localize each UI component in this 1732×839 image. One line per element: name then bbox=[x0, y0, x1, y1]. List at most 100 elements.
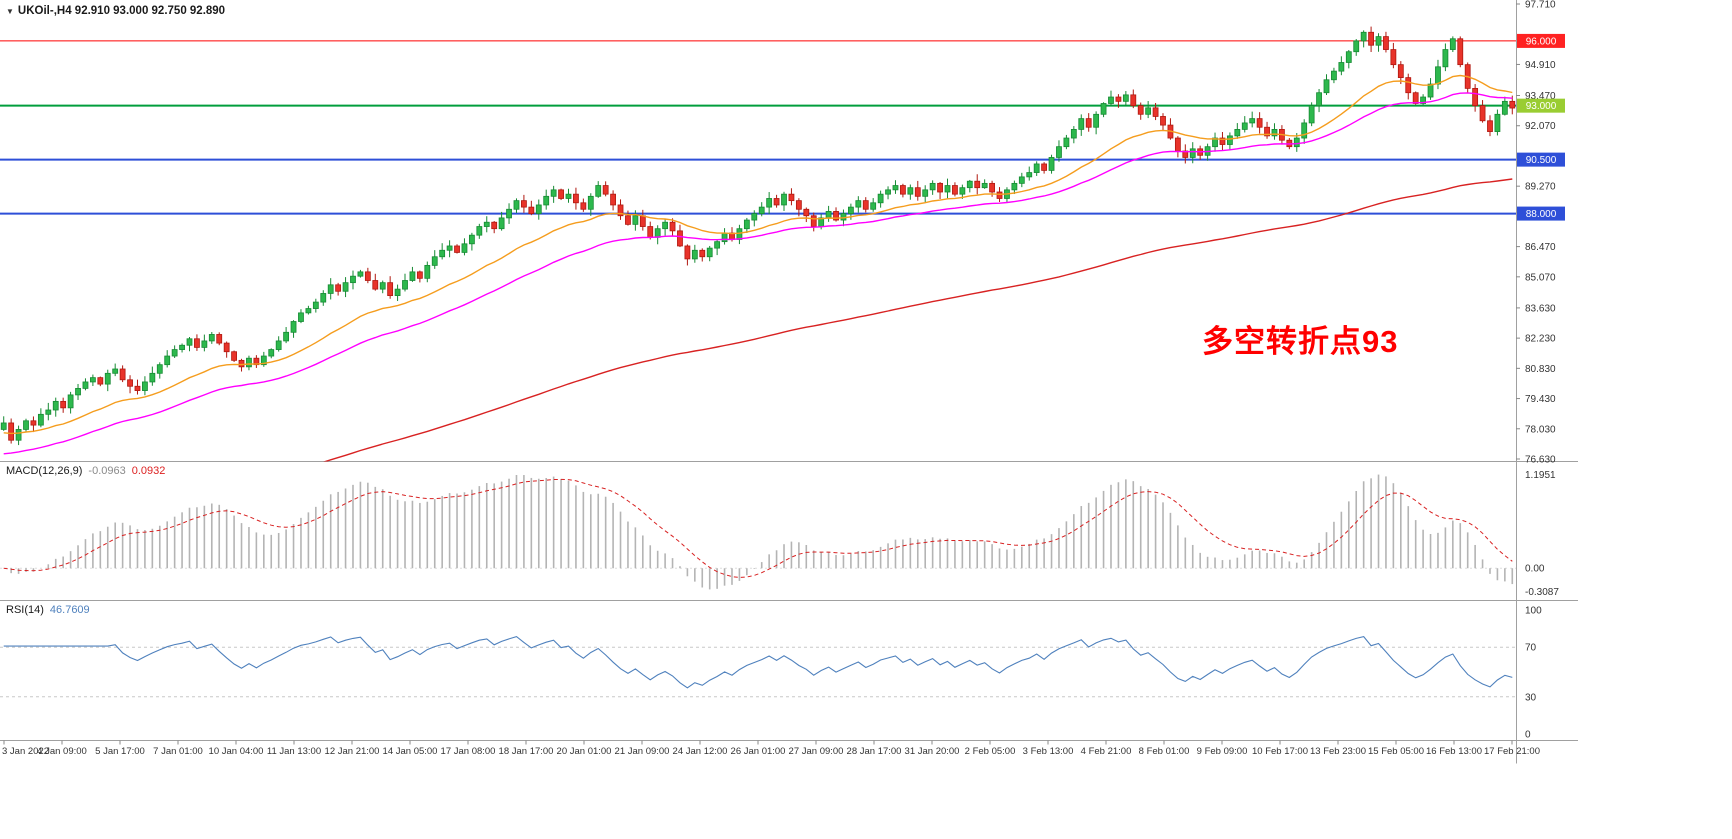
candle-down bbox=[974, 180, 981, 189]
candle-up bbox=[89, 377, 96, 383]
candle-down bbox=[677, 230, 683, 247]
candle-up bbox=[468, 234, 475, 245]
candle-up bbox=[149, 372, 156, 383]
macd-axis-label: 0.00 bbox=[1525, 564, 1545, 575]
candle-down bbox=[639, 215, 646, 227]
candle-up bbox=[565, 193, 572, 199]
candle-up bbox=[892, 185, 899, 191]
candle-up bbox=[966, 180, 973, 189]
candle-down bbox=[1219, 137, 1226, 145]
candle-up bbox=[1323, 79, 1330, 94]
candle-up bbox=[922, 189, 929, 197]
candle-down bbox=[454, 245, 460, 253]
candle-down bbox=[558, 189, 564, 199]
candle-down bbox=[1509, 100, 1516, 109]
candle-up bbox=[1293, 137, 1300, 148]
candle-up bbox=[751, 213, 758, 221]
candle-up bbox=[1108, 96, 1114, 104]
chart-annotation-text[interactable]: 多空转折点93 bbox=[1202, 324, 1399, 359]
candle-down bbox=[416, 271, 423, 279]
candle-up bbox=[275, 340, 282, 350]
candle-up bbox=[1301, 122, 1308, 139]
candle-down bbox=[862, 200, 869, 210]
candle-up bbox=[1018, 176, 1025, 184]
ma-mid-line bbox=[3, 92, 1513, 455]
candle-down bbox=[795, 200, 802, 210]
time-label: 26 Jan 01:00 bbox=[731, 746, 786, 757]
ma-fast-line bbox=[3, 74, 1513, 435]
rsi-value: 46.7609 bbox=[49, 604, 90, 616]
candle-up bbox=[283, 331, 290, 342]
candle-down bbox=[900, 185, 906, 195]
candle-down bbox=[521, 200, 527, 208]
time-label: 15 Feb 05:00 bbox=[1368, 746, 1424, 757]
candle-up bbox=[1145, 107, 1152, 115]
candle-up bbox=[543, 195, 550, 206]
candle-down bbox=[1041, 163, 1048, 171]
candle-up bbox=[82, 381, 89, 389]
time-label: 10 Jan 04:00 bbox=[209, 746, 264, 757]
candle-up bbox=[766, 198, 773, 208]
price-tick-label: 92.070 bbox=[1525, 121, 1556, 132]
candle-up bbox=[506, 208, 512, 219]
candle-up bbox=[714, 241, 721, 249]
candle-up bbox=[298, 312, 304, 322]
candle-down bbox=[669, 221, 676, 232]
candle-up bbox=[1011, 182, 1018, 191]
candle-up bbox=[1212, 137, 1218, 148]
price-tick-label: 94.910 bbox=[1525, 60, 1556, 71]
candle-up bbox=[409, 271, 416, 281]
time-label: 4 Feb 21:00 bbox=[1081, 746, 1132, 757]
candle-down bbox=[1383, 36, 1389, 50]
price-badge-label: 90.500 bbox=[1526, 155, 1557, 166]
time-label: 10 Feb 17:00 bbox=[1252, 746, 1308, 757]
candle-up bbox=[498, 217, 505, 230]
candle-down bbox=[8, 422, 15, 441]
candle-up bbox=[1442, 49, 1449, 68]
candle-up bbox=[1501, 100, 1508, 115]
time-label: 18 Jan 17:00 bbox=[499, 746, 554, 757]
price-badge-label: 88.000 bbox=[1526, 209, 1557, 220]
candle-down bbox=[1487, 120, 1493, 132]
rsi-axis-label: 0 bbox=[1525, 730, 1531, 741]
candle-up bbox=[1316, 92, 1322, 107]
candle-up bbox=[312, 301, 319, 309]
price-tick-label: 86.470 bbox=[1525, 242, 1556, 253]
rsi-name: RSI(14) bbox=[6, 604, 44, 616]
candle-up bbox=[327, 284, 334, 294]
macd-indicator-label: MACD(12,26,9) -0.0963 0.0932 bbox=[6, 465, 165, 477]
candle-down bbox=[1152, 107, 1159, 117]
candle-down bbox=[1130, 94, 1137, 107]
candle-up bbox=[201, 340, 208, 348]
candle-down bbox=[1137, 105, 1144, 115]
macd-axis-label: 1.1951 bbox=[1525, 470, 1556, 481]
candle-up bbox=[424, 264, 431, 279]
candle-up bbox=[1100, 103, 1107, 115]
time-label: 4 Jan 09:00 bbox=[37, 746, 87, 757]
candle-up bbox=[52, 400, 59, 411]
price-badge bbox=[1517, 206, 1565, 221]
candle-down bbox=[1160, 116, 1166, 126]
candle-up bbox=[112, 368, 119, 374]
candle-up bbox=[320, 293, 327, 303]
candle-up bbox=[885, 189, 891, 195]
chart-title: ▼ UKOil-,H4 92.910 93.000 92.750 92.890 bbox=[6, 5, 225, 17]
ma-slow-line bbox=[323, 178, 1513, 462]
candle-down bbox=[803, 208, 810, 217]
candle-down bbox=[216, 334, 223, 344]
symbol-dropdown-icon[interactable]: ▼ bbox=[6, 7, 14, 16]
candle-down bbox=[238, 359, 245, 368]
time-label: 11 Jan 13:00 bbox=[267, 746, 321, 757]
candle-down bbox=[625, 215, 631, 225]
candle-up bbox=[67, 394, 74, 409]
candle-up bbox=[1241, 122, 1248, 130]
candle-up bbox=[1427, 83, 1434, 98]
candle-down bbox=[528, 206, 535, 214]
candle-up bbox=[268, 349, 275, 357]
candle-down bbox=[833, 211, 839, 221]
candle-up bbox=[632, 215, 639, 225]
candle-down bbox=[647, 226, 654, 238]
candle-down bbox=[602, 185, 609, 195]
